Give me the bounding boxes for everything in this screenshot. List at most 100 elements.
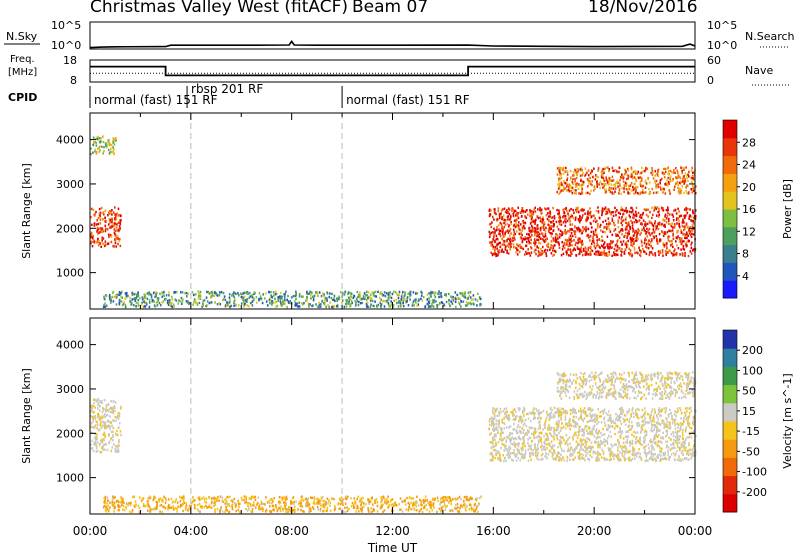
data-cell [572,458,574,461]
data-cell [104,433,106,437]
data-cell [691,249,694,252]
data-cell [420,507,423,511]
data-cell [445,300,448,304]
data-cell [410,501,412,504]
data-cell [609,230,612,233]
data-cell [109,212,111,215]
data-cell [645,242,648,246]
data-cell [190,504,192,508]
data-cell [432,305,435,308]
data-cell [238,294,240,297]
data-cell [675,240,677,243]
data-cell [578,252,581,255]
data-cell [603,184,605,188]
data-cell [114,495,116,499]
data-cell [90,231,93,235]
data-cell [615,214,617,217]
data-cell [320,294,323,298]
data-cell [98,240,100,243]
data-cell [300,499,302,502]
data-cell [361,301,363,305]
data-cell [515,219,517,222]
data-cell [578,221,581,224]
data-cell [652,213,654,216]
data-cell [109,226,111,229]
data-cell [625,430,627,434]
data-cell [510,215,512,219]
data-cell [110,406,113,410]
data-cell [651,216,653,220]
data-cell [552,219,555,223]
data-cell [318,502,320,505]
data-cell [558,411,560,414]
data-cell [651,187,654,191]
data-cell [173,508,175,511]
data-cell [148,301,151,304]
data-cell [185,291,188,295]
data-cell [362,297,365,300]
data-cell [336,304,339,307]
data-cell [667,166,669,169]
data-cell [280,301,282,305]
data-cell [621,176,624,180]
data-cell [621,243,623,246]
data-cell [492,421,495,424]
data-cell [111,501,114,504]
data-cell [530,221,533,224]
data-cell [627,177,629,180]
nave-label: Nave [745,64,773,77]
data-cell [691,166,693,170]
data-cell [185,507,188,510]
data-cell [380,304,382,307]
data-cell [211,500,213,503]
data-cell [507,229,509,232]
data-cell [556,225,559,228]
data-cell [659,238,662,241]
data-cell [492,407,495,410]
data-cell [444,498,447,501]
data-cell [571,191,574,195]
data-cell [579,248,582,251]
data-cell [568,238,571,241]
data-cell [596,185,599,188]
data-cell [224,510,226,513]
data-cell [564,170,566,173]
data-cell [566,177,569,180]
data-cell [652,177,655,180]
data-cell [228,510,230,514]
data-cell [118,412,121,415]
data-cell [339,498,342,502]
data-cell [622,180,625,183]
data-cell [106,502,108,505]
station-title: Christmas Valley West (fitACF) [90,0,349,17]
freq-label-line2: [MHz] [8,67,37,78]
data-cell [558,182,560,185]
data-cell [661,249,664,252]
data-cell [558,179,560,182]
data-cell [341,299,344,302]
data-cell [509,438,511,441]
data-cell [499,212,501,216]
data-cell [127,294,129,298]
data-cell [231,507,234,510]
data-cell [571,239,573,243]
data-cell [682,218,684,221]
data-cell [284,292,286,296]
data-cell [508,245,510,248]
data-cell [439,503,441,506]
data-cell [688,422,691,425]
data-cell [289,509,291,512]
data-cell [681,180,683,183]
data-cell [319,507,322,511]
data-cell [501,225,503,228]
data-cell [253,504,255,507]
data-cell [264,297,266,300]
data-cell [540,218,542,221]
data-cell [648,243,650,246]
data-cell [152,291,155,295]
data-cell [635,206,638,209]
data-cell [110,437,113,440]
data-cell [245,298,248,301]
data-cell [688,229,690,233]
data-cell [579,168,582,171]
